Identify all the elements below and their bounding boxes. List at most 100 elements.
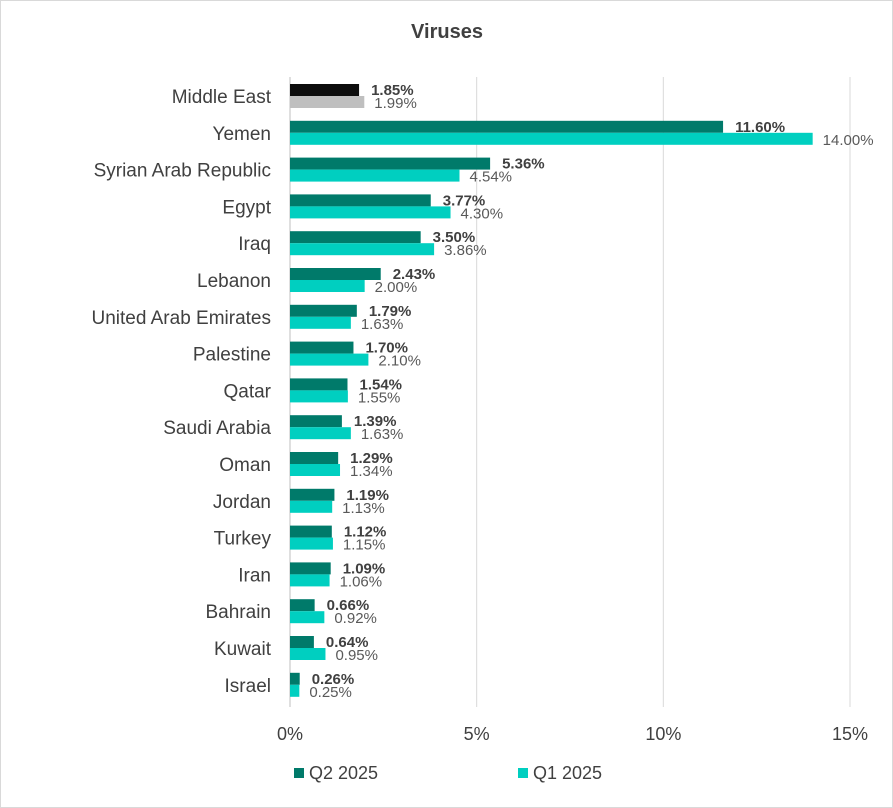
category-label-middle-east: Middle East [172, 87, 272, 108]
category-label-palestine: Palestine [193, 345, 271, 366]
data-label-q1: 1.63% [361, 426, 404, 443]
data-label-q2: 2.43% [393, 266, 436, 283]
data-label-q1: 4.54% [469, 169, 512, 186]
data-label-q1: 2.00% [375, 279, 418, 296]
category-label-kuwait: Kuwait [214, 639, 272, 660]
bar-q2-qatar [290, 378, 348, 391]
legend-swatch-q1-2025 [518, 768, 528, 778]
bar-q1-egypt [290, 206, 451, 219]
bar-q1-kuwait [290, 648, 326, 660]
category-label-egypt: Egypt [222, 197, 271, 218]
bar-q1-palestine [290, 353, 369, 366]
bar-q2-syrian-arab-republic [290, 157, 491, 170]
bar-q1-bahrain [290, 611, 325, 624]
data-label-q1: 2.10% [378, 353, 421, 370]
data-label-q1: 3.86% [444, 242, 487, 259]
bar-q1-turkey [290, 537, 333, 550]
bar-q1-united-arab-emirates [290, 316, 351, 329]
category-label-iraq: Iraq [238, 234, 271, 255]
data-label-q2: 1.39% [354, 413, 397, 430]
bar-q2-egypt [290, 194, 431, 207]
legend: Q2 2025 Q1 2025 [294, 763, 602, 783]
data-label-q2: 1.79% [369, 303, 412, 320]
category-label-united-arab-emirates: United Arab Emirates [91, 308, 271, 329]
bar-q1-jordan [290, 500, 333, 513]
bar-q1-yemen [290, 132, 813, 145]
bar-q2-united-arab-emirates [290, 304, 357, 317]
category-label-iran: Iran [238, 565, 271, 586]
bar-q2-saudi-arabia [290, 415, 342, 428]
legend-label-q1-2025: Q1 2025 [533, 763, 602, 783]
data-label-q2: 1.29% [350, 450, 393, 467]
x-tick-label: 10% [645, 724, 681, 744]
data-label-q1: 1.06% [340, 573, 383, 590]
bar-q2-iraq [290, 231, 421, 244]
bar-q1-israel [290, 684, 300, 697]
bar-q2-lebanon [290, 268, 381, 280]
bar-q2-iran [290, 562, 331, 575]
legend-label-q2-2025: Q2 2025 [309, 763, 378, 783]
category-label-turkey: Turkey [214, 529, 272, 550]
data-label-q1: 14.00% [823, 132, 874, 149]
x-tick-label: 5% [464, 724, 490, 744]
data-label-q2: 0.64% [326, 634, 369, 651]
x-axis-ticks: 0% 5% 10% 15% [277, 724, 868, 744]
bar-q1-iraq [290, 243, 435, 256]
bar-q1-oman [290, 464, 341, 476]
bar-q2-bahrain [290, 599, 315, 612]
data-labels: 1.85%1.99% 11.60% 14.00% 5.36%4.54% 3.77%4.3… [309, 82, 873, 701]
data-label-q2: 3.50% [433, 229, 476, 246]
data-label-q2: 5.36% [502, 156, 545, 173]
category-label-oman: Oman [219, 455, 271, 476]
data-label-q1: 1.15% [343, 537, 386, 554]
data-label-q1: 0.95% [335, 647, 378, 664]
data-label-q1: 1.34% [350, 463, 393, 480]
data-label-q2: 3.77% [443, 192, 486, 209]
category-label-syrian-arab-republic: Syrian Arab Republic [94, 161, 271, 182]
data-label-q1: 1.63% [361, 316, 404, 333]
bar-q1-lebanon [290, 280, 365, 292]
bar-q1-iran [290, 574, 330, 587]
bar-q2-jordan [290, 488, 335, 501]
bar-q2-israel [290, 672, 300, 685]
bar-q2-middle-east [290, 84, 360, 96]
category-label-israel: Israel [225, 676, 271, 697]
data-label-q1: 1.99% [374, 95, 417, 112]
data-label-q2: 0.66% [327, 597, 370, 614]
category-label-bahrain: Bahrain [206, 602, 272, 623]
bar-q1-syrian-arab-republic [290, 169, 460, 182]
category-labels: Middle East Yemen Syrian Arab Republic Egyp… [91, 87, 271, 697]
data-label-q2: 1.09% [343, 560, 386, 577]
category-label-lebanon: Lebanon [197, 271, 271, 292]
category-label-saudi-arabia: Saudi Arabia [163, 418, 271, 439]
data-label-q1: 4.30% [461, 205, 504, 222]
data-label-q2: 1.19% [346, 487, 389, 504]
x-tick-label: 15% [832, 724, 868, 744]
data-label-q1: 1.55% [358, 389, 401, 406]
bar-q2-yemen [290, 120, 724, 133]
category-label-qatar: Qatar [223, 381, 271, 402]
bar-q2-kuwait [290, 636, 314, 648]
category-label-yemen: Yemen [213, 124, 271, 145]
legend-swatch-q2-2025 [294, 768, 304, 778]
bars [290, 84, 813, 697]
category-label-jordan: Jordan [213, 492, 271, 513]
data-label-q2: 1.12% [344, 524, 387, 541]
bar-q2-palestine [290, 341, 354, 354]
data-label-q2: 11.60% [735, 119, 785, 136]
x-tick-label: 0% [277, 724, 303, 744]
bar-q2-turkey [290, 525, 332, 538]
data-label-q2: 1.85% [371, 82, 414, 99]
data-label-q1: 1.13% [342, 500, 385, 517]
data-label-q2: 1.70% [365, 340, 408, 357]
bar-q1-qatar [290, 390, 348, 403]
bar-q1-saudi-arabia [290, 427, 351, 440]
data-label-q2: 1.54% [359, 376, 402, 393]
data-label-q2: 0.26% [312, 671, 355, 688]
chart-title: Viruses [411, 21, 483, 43]
data-label-q1: 0.92% [334, 610, 377, 627]
bar-q1-middle-east [290, 96, 365, 108]
bar-q2-oman [290, 452, 339, 464]
